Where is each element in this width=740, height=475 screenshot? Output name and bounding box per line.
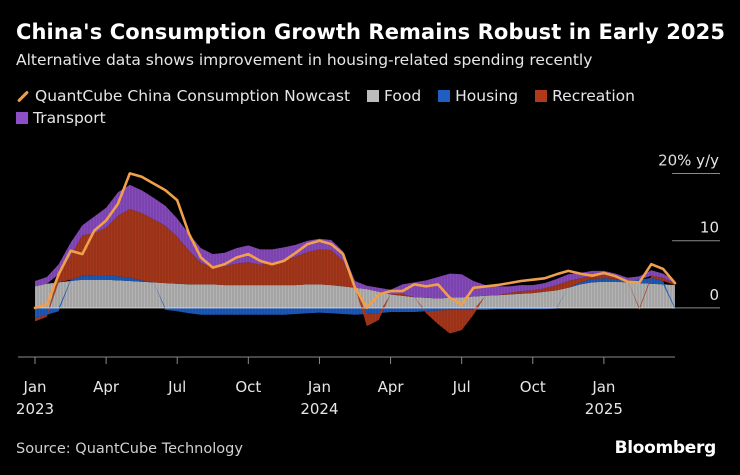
legend-swatch-recreation (535, 90, 548, 102)
x-tick-label-4: Jan (307, 378, 331, 396)
area-food (35, 279, 675, 308)
legend-item-housing: Housing (438, 85, 518, 107)
legend-label-nowcast: QuantCube China Consumption Nowcast (35, 87, 351, 105)
x-tick-label-0: Jan (22, 378, 46, 396)
x-tick-label-8: Jan (591, 378, 615, 396)
legend: QuantCube China Consumption Nowcast Food… (16, 85, 716, 129)
legend-item-nowcast: QuantCube China Consumption Nowcast (16, 85, 350, 107)
x-tick-label-1: Apr (93, 378, 120, 396)
x-tick-label-6: Jul (452, 378, 471, 396)
x-tick-label-5: Apr (378, 378, 405, 396)
x-tick-year-8: 2025 (585, 400, 623, 418)
x-tick-label-7: Oct (520, 378, 546, 396)
area-recreation (35, 209, 675, 334)
area-housing (35, 275, 675, 318)
source-note: Source: QuantCube Technology (16, 441, 243, 457)
legend-item-recreation: Recreation (535, 85, 635, 107)
legend-swatch-housing (438, 90, 451, 102)
x-tick-label-3: Oct (235, 378, 261, 396)
y-tick-label-1: 10 (700, 219, 719, 237)
legend-swatch-transport (16, 112, 28, 124)
bloomberg-logo: Bloomberg (614, 438, 717, 458)
legend-item-transport: Transport (16, 107, 106, 129)
legend-label-food: Food (384, 87, 422, 105)
legend-label-transport: Transport (33, 109, 106, 127)
x-tick-label-2: Jul (167, 378, 186, 396)
legend-item-food: Food (367, 85, 421, 107)
x-tick-year-4: 2024 (300, 400, 338, 418)
legend-label-housing: Housing (455, 87, 519, 105)
bar-texture (34, 150, 675, 355)
legend-label-recreation: Recreation (552, 87, 635, 105)
chart-title: China's Consumption Growth Remains Robus… (16, 20, 726, 44)
nowcast-line (33, 172, 677, 310)
x-tick-year-0: 2023 (16, 400, 54, 418)
y-tick-label-2: 0 (709, 286, 719, 304)
y-tick-label-0: 20% y/y (658, 151, 719, 169)
legend-swatch-food (367, 90, 380, 102)
chart-subtitle: Alternative data shows improvement in ho… (16, 51, 593, 69)
